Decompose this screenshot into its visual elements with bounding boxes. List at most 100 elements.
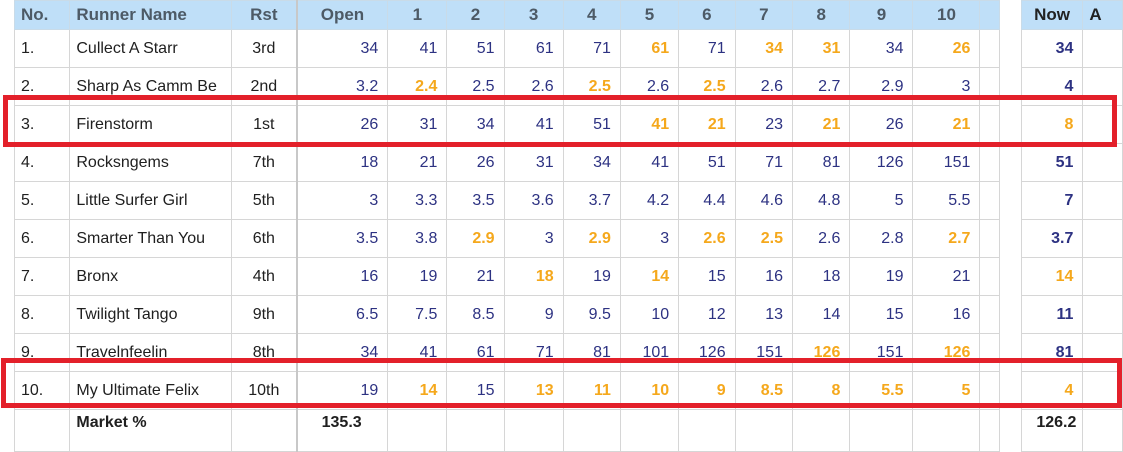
price-cell: 2.9 [446, 219, 505, 258]
open-price: 3.2 [295, 67, 389, 106]
price-cell: 19 [562, 257, 621, 296]
price-cell: 2.9 [849, 67, 914, 106]
price-cell: 21 [912, 105, 981, 144]
runner-result: 3rd [230, 29, 298, 68]
header-rst[interactable]: Rst [230, 0, 298, 30]
gap [999, 143, 1022, 182]
price-cell: 5.5 [849, 371, 914, 410]
blank-cell [1082, 409, 1123, 452]
price-cell: 23 [734, 105, 793, 144]
price-cell: 61 [619, 29, 680, 68]
open-price: 18 [295, 143, 389, 182]
table-row[interactable]: 1. Cullect A Starr 3rd 34 41 51 61 71 61 71 34 31 34… [13, 29, 1123, 68]
runner-name: Rocksngems [69, 143, 232, 182]
price-cell: 26 [912, 29, 981, 68]
price-cell: 13 [503, 371, 564, 410]
blank-cell [387, 409, 448, 452]
price-cell: 19 [849, 257, 914, 296]
price-cell: 18 [791, 257, 851, 296]
runner-name: Bronx [69, 257, 232, 296]
price-cell: 51 [562, 105, 621, 144]
runner-number: 3. [13, 105, 71, 144]
gap [999, 295, 1022, 334]
header-col-2[interactable]: 2 [446, 0, 505, 30]
header-next[interactable]: A [1082, 0, 1123, 30]
price-cell: 34 [849, 29, 914, 68]
gap [999, 333, 1022, 372]
price-cell: 26 [849, 105, 914, 144]
next-cell [1082, 257, 1123, 296]
header-col-4[interactable]: 4 [562, 0, 621, 30]
now-price: 8 [1020, 105, 1084, 144]
header-no[interactable]: No. [13, 0, 71, 30]
price-cell: 2.6 [734, 67, 793, 106]
header-col-8[interactable]: 8 [791, 0, 851, 30]
price-cell: 14 [791, 295, 851, 334]
price-cell: 9 [678, 371, 736, 410]
header-col-9[interactable]: 9 [849, 0, 914, 30]
price-cell: 126 [791, 333, 851, 372]
price-cell: 2.7 [791, 67, 851, 106]
open-price: 19 [295, 371, 389, 410]
price-cell: 8.5 [734, 371, 793, 410]
blank-cell [979, 143, 1001, 182]
price-cell: 5 [912, 371, 981, 410]
table-row[interactable]: 6. Smarter Than You 6th 3.5 3.8 2.9 3 2.9 3 2.6 2.… [13, 219, 1123, 258]
price-cell: 71 [734, 143, 793, 182]
header-runner-name[interactable]: Runner Name [69, 0, 232, 30]
header-now[interactable]: Now [1020, 0, 1084, 30]
price-cell: 126 [678, 333, 736, 372]
now-price: 4 [1020, 371, 1084, 410]
price-cell: 3.5 [446, 181, 505, 220]
blank-cell [503, 409, 564, 452]
table-row[interactable]: 4. Rocksngems 7th 18 21 26 31 34 41 51 71 81 126 151 5… [13, 143, 1123, 182]
now-price: 11 [1020, 295, 1084, 334]
header-col-5[interactable]: 5 [619, 0, 680, 30]
header-col-7[interactable]: 7 [734, 0, 793, 30]
price-cell: 2.9 [562, 219, 621, 258]
runner-number: 5. [13, 181, 71, 220]
open-price: 3 [295, 181, 389, 220]
blank-cell [791, 409, 851, 452]
now-price: 14 [1020, 257, 1084, 296]
price-cell: 3.3 [387, 181, 448, 220]
table-row[interactable]: 8. Twilight Tango 9th 6.5 7.5 8.5 9 9.5 10 12 13 14… [13, 295, 1123, 334]
price-cell: 15 [446, 371, 505, 410]
next-cell [1082, 371, 1123, 410]
header-col-1[interactable]: 1 [387, 0, 448, 30]
price-cell: 2.6 [619, 67, 680, 106]
price-cell: 101 [619, 333, 680, 372]
header-col-6[interactable]: 6 [678, 0, 736, 30]
header-col-10[interactable]: 10 [912, 0, 981, 30]
now-price: 4 [1020, 67, 1084, 106]
price-cell: 126 [849, 143, 914, 182]
gap [999, 219, 1022, 258]
price-cell: 5 [849, 181, 914, 220]
table-row[interactable]: 7. Bronx 4th 16 19 21 18 19 14 15 16 18 19 21 14 [13, 257, 1123, 296]
gap [999, 105, 1022, 144]
blank-cell [13, 409, 71, 452]
open-price: 34 [295, 29, 389, 68]
price-cell: 41 [387, 29, 448, 68]
price-cell: 18 [503, 257, 564, 296]
table-row[interactable]: 10. My Ultimate Felix 10th 19 14 15 13 11 10 9 8.5… [13, 371, 1123, 410]
price-cell: 3 [619, 219, 680, 258]
price-cell: 61 [446, 333, 505, 372]
header-col-3[interactable]: 3 [503, 0, 564, 30]
price-cell: 16 [734, 257, 793, 296]
price-cell: 81 [791, 143, 851, 182]
table-row[interactable]: 9. Travelnfeelin 8th 34 41 61 71 81 101 126 151 126… [13, 333, 1123, 372]
header-open[interactable]: Open [295, 0, 389, 30]
price-cell: 3.6 [503, 181, 564, 220]
table-row[interactable]: 5. Little Surfer Girl 5th 3 3.3 3.5 3.6 3.7 4.2 4… [13, 181, 1123, 220]
table-row[interactable]: 2. Sharp As Camm Be 2nd 3.2 2.4 2.5 2.6 2.5 2.6 2… [13, 67, 1123, 106]
blank-cell [562, 409, 621, 452]
price-cell: 31 [387, 105, 448, 144]
next-cell [1082, 67, 1123, 106]
price-cell: 151 [849, 333, 914, 372]
price-cell: 4.6 [734, 181, 793, 220]
blank-cell [678, 409, 736, 452]
runner-result: 5th [230, 181, 298, 220]
table-row[interactable]: 3. Firenstorm 1st 26 31 34 41 51 41 21 23 21 26 21 8 [13, 105, 1123, 144]
now-price: 34 [1020, 29, 1084, 68]
